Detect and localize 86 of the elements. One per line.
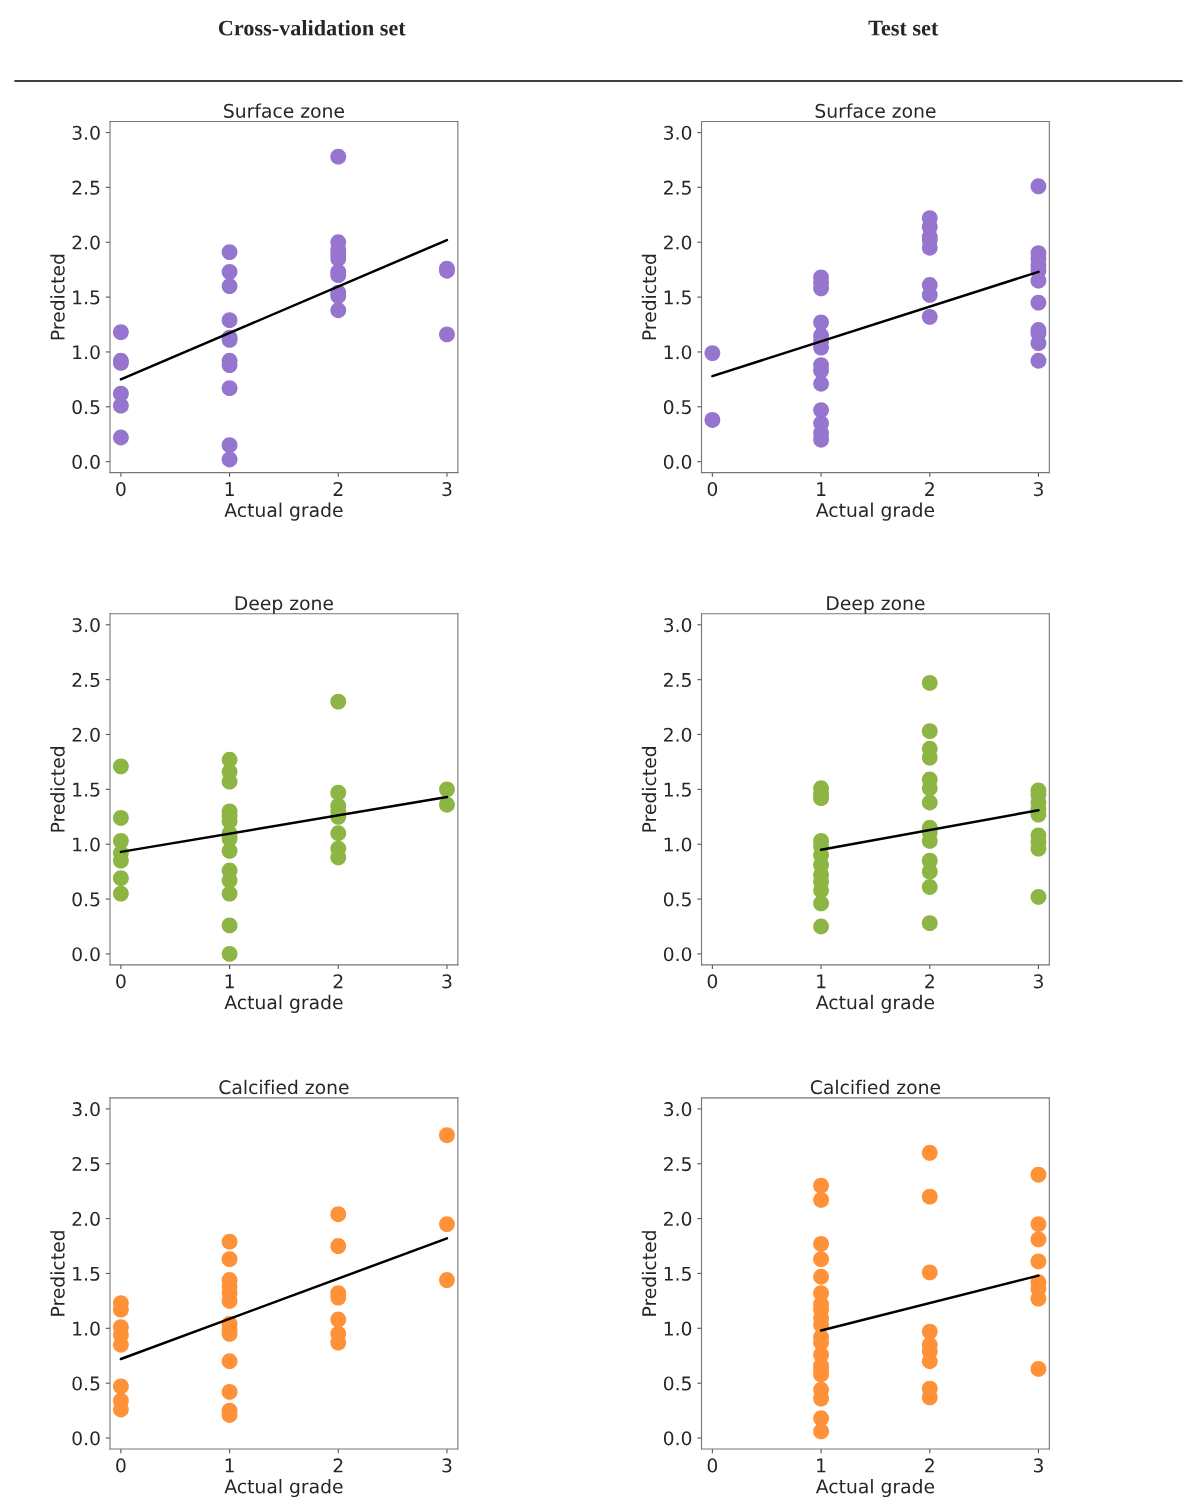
chart-title: Deep zone: [827, 596, 925, 614]
y-tick-label: 0.5: [72, 1376, 100, 1391]
y-tick-label: 3.0: [664, 125, 692, 140]
x-tick-label: 2: [333, 1458, 343, 1473]
y-tick-label: 1.5: [664, 782, 691, 797]
y-tick-label: 2.5: [72, 672, 100, 688]
y-tick-label: 1.5: [73, 782, 100, 797]
y-axis-title: Predicted: [641, 1231, 657, 1316]
x-tick-label: 1: [225, 974, 234, 989]
y-tick-label: 1.0: [664, 837, 692, 852]
x-axis-title: Actual grade: [224, 1478, 343, 1498]
x-tick-label: 3: [442, 1458, 452, 1473]
x-axis-title: Actual grade: [224, 994, 343, 1013]
y-tick-label: 0.5: [663, 1376, 691, 1391]
x-tick-label: 0: [707, 1458, 718, 1473]
y-tick-label: 3.0: [72, 125, 100, 140]
y-axis-title: Predicted: [641, 254, 657, 340]
x-tick-label: 0: [116, 1458, 126, 1473]
text: Test set: [868, 20, 939, 36]
y-tick-label: 2.0: [72, 727, 100, 742]
chart-title: Calcified zone: [219, 1079, 349, 1095]
y-tick-label: 2.5: [664, 180, 691, 195]
y-tick-label: 1.5: [664, 290, 691, 305]
chart-title: Surface zone: [815, 103, 936, 118]
y-tick-label: 2.0: [72, 235, 100, 250]
y-axis-title: Predicted: [50, 254, 65, 340]
chart-title: Surface zone: [224, 103, 344, 118]
x-tick-label: 3: [1033, 481, 1043, 497]
y-tick-label: 1.0: [73, 837, 100, 852]
x-axis-title: Actual grade: [815, 994, 935, 1013]
x-tick-label: 2: [333, 974, 343, 989]
x-tick-label: 1: [817, 974, 826, 989]
x-tick-label: 1: [225, 482, 234, 496]
y-tick-label: 2.5: [72, 1156, 100, 1172]
x-tick-label: 0: [707, 481, 718, 497]
y-tick-label: 2.5: [72, 180, 100, 195]
y-tick-label: 0.0: [72, 1431, 100, 1446]
y-tick-label: 1.0: [73, 345, 100, 360]
chart-title: Deep zone: [235, 596, 333, 614]
y-tick-label: 3.0: [72, 1102, 100, 1117]
y-tick-label: 1.5: [73, 290, 100, 305]
x-axis-title: Actual grade: [224, 502, 343, 521]
y-tick-label: 2.0: [664, 1211, 692, 1226]
x-tick-label: 3: [442, 481, 452, 497]
x-tick-label: 3: [1033, 1458, 1043, 1473]
x-axis-title: Actual grade: [815, 1478, 935, 1498]
x-tick-label: 0: [116, 481, 126, 497]
x-tick-label: 1: [817, 1458, 826, 1473]
y-tick-label: 1.0: [664, 345, 692, 360]
x-tick-label: 2: [925, 974, 934, 989]
chart-title: Calcified zone: [810, 1079, 941, 1095]
x-tick-label: 2: [925, 1458, 934, 1473]
y-tick-label: 0.5: [72, 400, 100, 415]
y-tick-label: 2.0: [664, 727, 692, 742]
x-axis-title: Actual grade: [815, 502, 935, 521]
x-tick-label: 0: [116, 974, 126, 989]
x-tick-label: 3: [1033, 974, 1043, 989]
y-tick-label: 3.0: [664, 617, 692, 633]
y-tick-label: 0.0: [663, 947, 692, 962]
x-tick-label: 2: [333, 481, 343, 496]
y-tick-label: 2.5: [664, 1156, 691, 1172]
y-tick-label: 2.0: [72, 1211, 100, 1226]
y-tick-label: 1.5: [73, 1266, 100, 1281]
y-axis-title: Predicted: [641, 747, 657, 832]
x-tick-label: 0: [707, 974, 718, 989]
y-tick-label: 1.5: [664, 1266, 691, 1281]
y-tick-label: 1.0: [73, 1321, 100, 1336]
y-tick-label: 3.0: [664, 1102, 692, 1117]
text: Cross-validation set: [218, 19, 406, 36]
y-tick-label: 0.5: [72, 892, 100, 907]
y-axis-title: Predicted: [50, 747, 65, 832]
x-tick-label: 1: [817, 482, 826, 496]
x-tick-label: 1: [225, 1458, 234, 1473]
y-tick-label: 2.5: [664, 672, 691, 688]
y-tick-label: 0.0: [72, 947, 100, 962]
y-axis-title: Predicted: [50, 1231, 65, 1316]
y-tick-label: 0.5: [663, 892, 691, 907]
y-tick-label: 3.0: [72, 617, 100, 633]
y-tick-label: 0.0: [72, 454, 100, 470]
x-tick-label: 3: [442, 974, 452, 989]
y-tick-label: 2.0: [664, 235, 692, 250]
x-tick-label: 2: [925, 481, 934, 496]
y-tick-label: 0.0: [663, 454, 692, 470]
y-tick-label: 0.0: [663, 1431, 692, 1446]
y-tick-label: 0.5: [663, 400, 691, 415]
y-tick-label: 1.0: [664, 1321, 692, 1336]
